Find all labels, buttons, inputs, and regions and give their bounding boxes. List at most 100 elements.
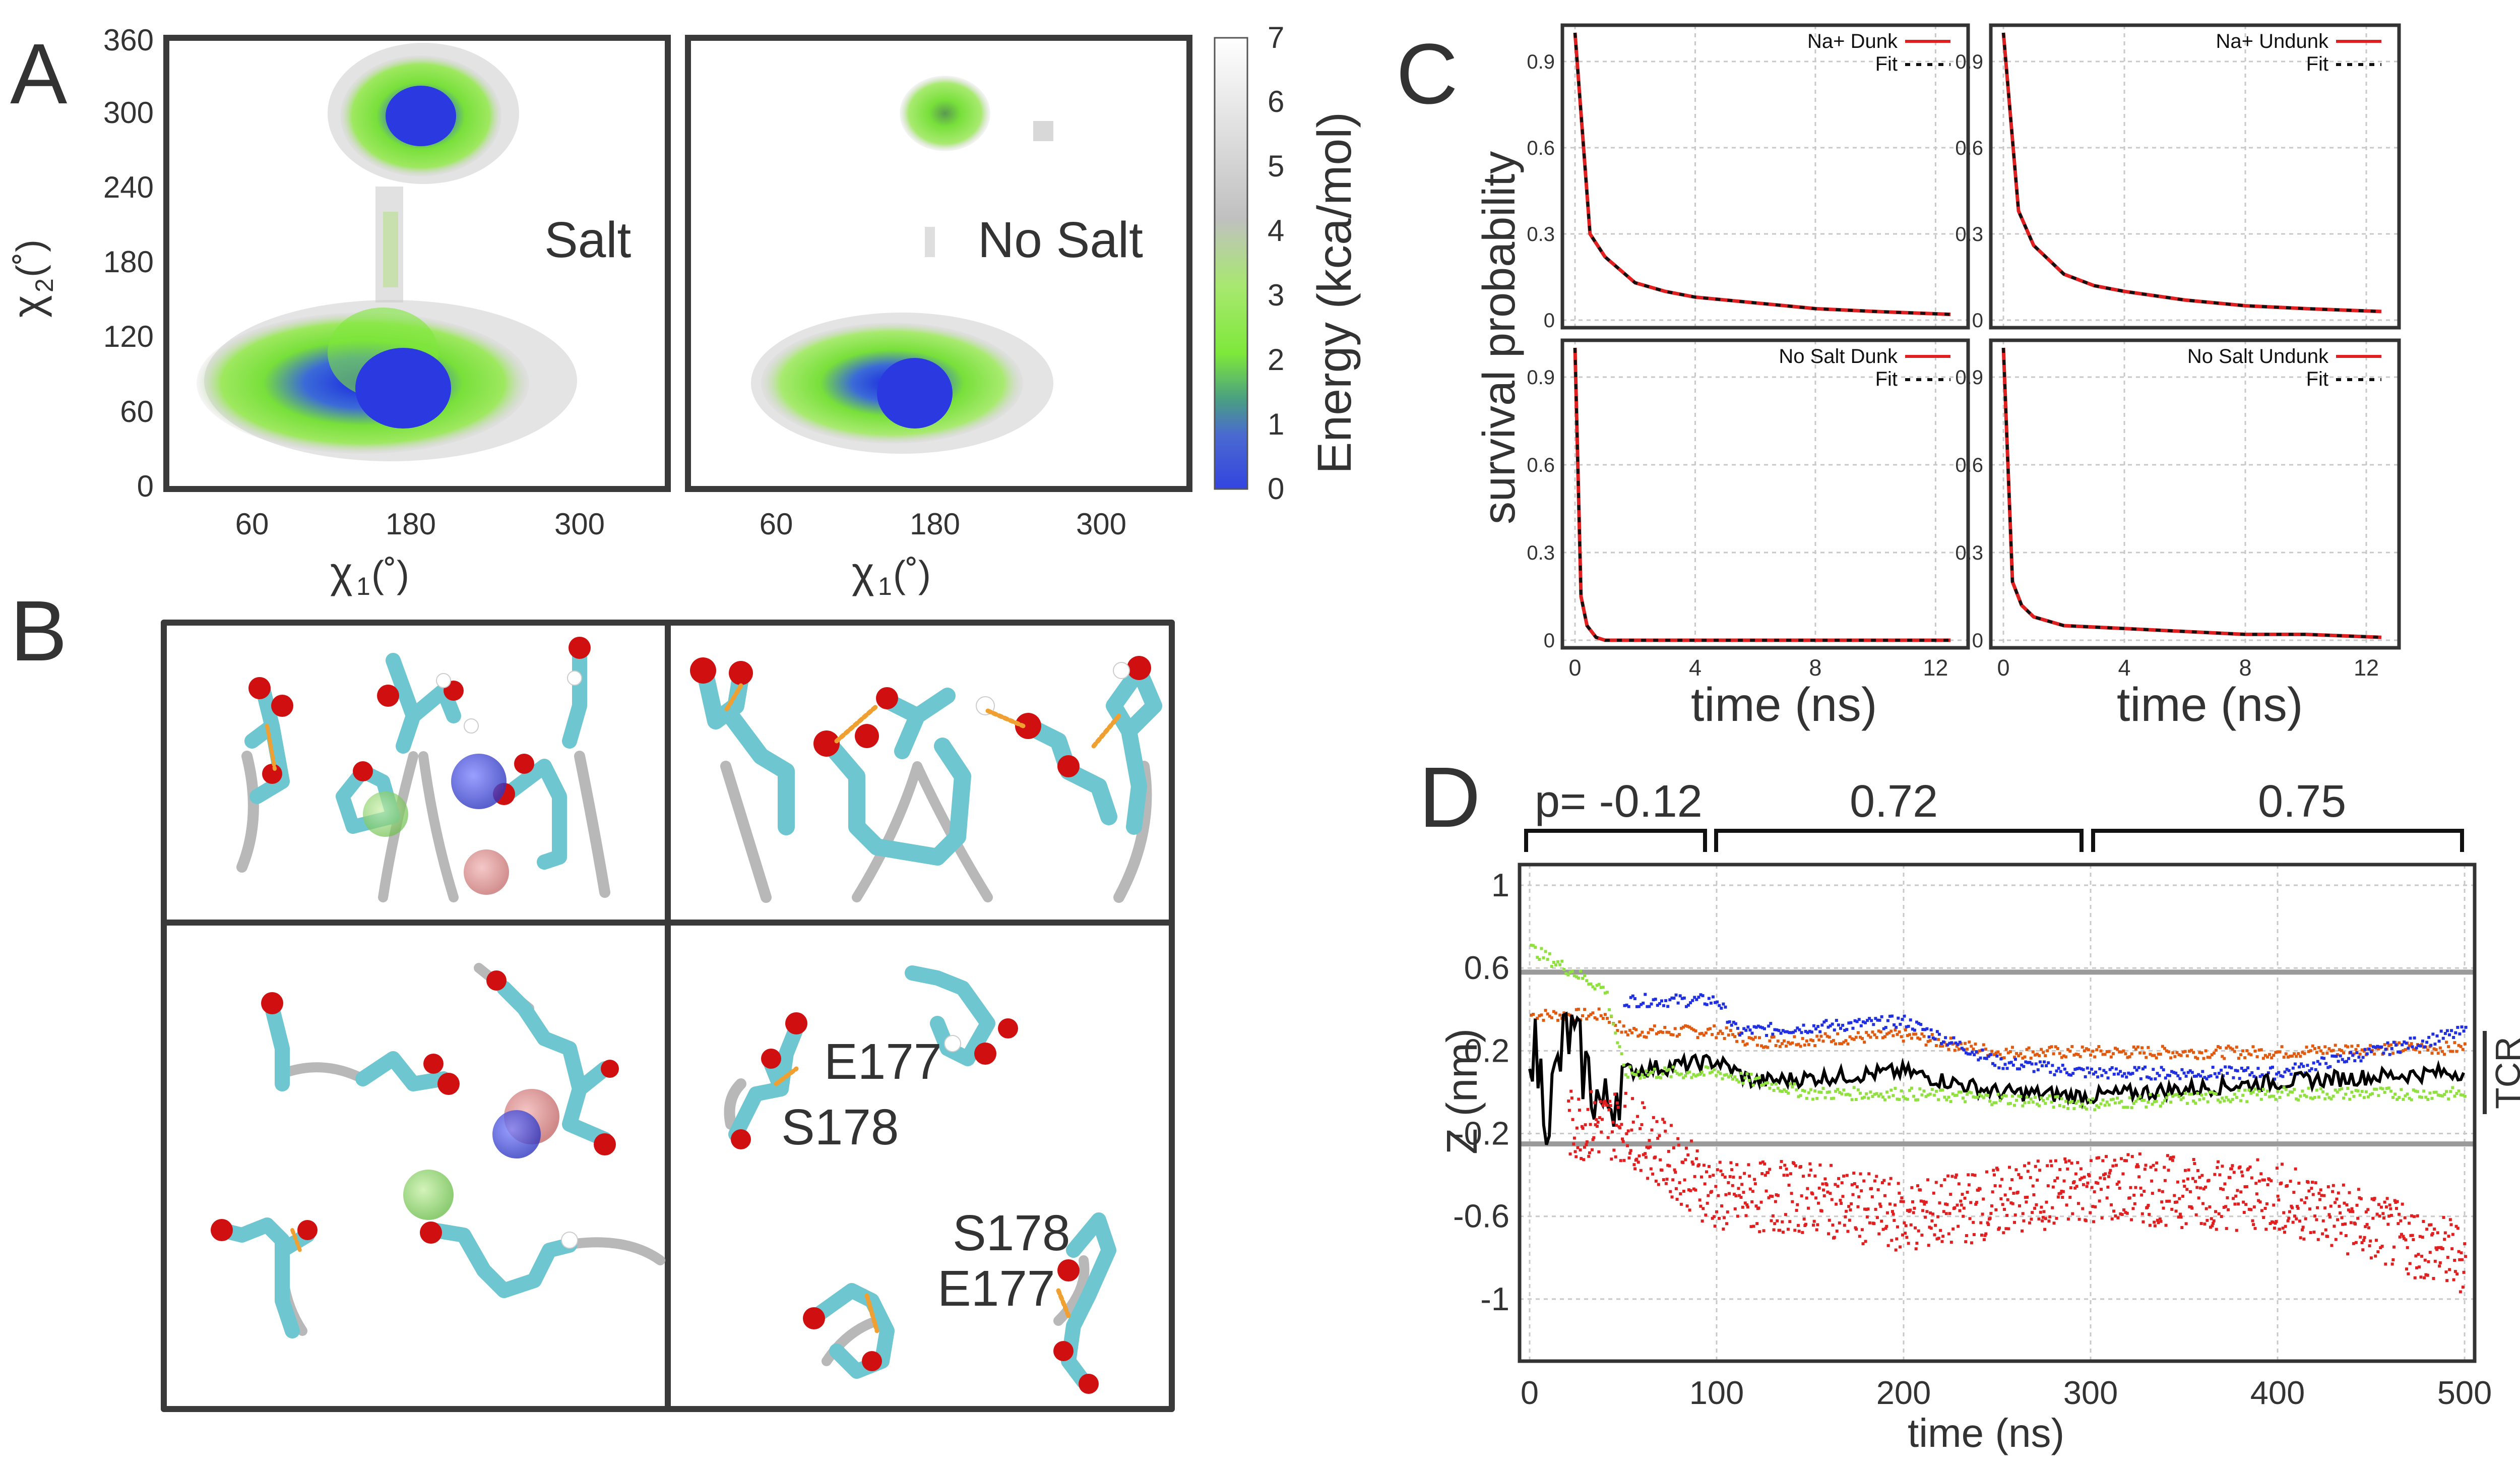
z-point: [2313, 1214, 2317, 1218]
z-point: [1605, 1104, 1609, 1107]
z-point: [1603, 1100, 1606, 1103]
z-point: [2450, 1029, 2453, 1032]
z-point: [1723, 1036, 1726, 1040]
legend-label: Fit: [1875, 368, 1898, 390]
z-point: [1888, 1014, 1892, 1018]
z-point: [2286, 1093, 2290, 1096]
z-point: [1731, 1077, 1734, 1081]
z-point: [2109, 1055, 2113, 1059]
z-point: [2356, 1089, 2360, 1092]
label-s178-top: S178: [781, 1099, 899, 1155]
z-point: [2043, 1060, 2046, 1064]
z-point: [2397, 1212, 2401, 1216]
z-point: [1762, 1229, 1766, 1233]
z-point: [1812, 1224, 1815, 1227]
z-point: [1926, 1093, 1930, 1097]
a-xlabel-nosalt-unit: (˚): [893, 553, 931, 595]
xtick-label: 4: [1689, 655, 1702, 681]
z-point: [2032, 1193, 2036, 1197]
z-point: [1788, 1220, 1792, 1224]
z-point: [2116, 1048, 2119, 1051]
z-point: [1944, 1202, 1947, 1206]
z-point: [2108, 1172, 2111, 1175]
z-point: [2358, 1093, 2362, 1097]
z-point: [1823, 1096, 1827, 1100]
z-point: [1827, 1232, 1831, 1236]
z-point: [2190, 1049, 2193, 1052]
z-point: [2137, 1175, 2141, 1179]
z-point: [2066, 1167, 2069, 1171]
z-point: [2358, 1196, 2361, 1199]
z-point: [2080, 1067, 2083, 1071]
d-xtick-label: 300: [2063, 1374, 2118, 1411]
z-point: [2062, 1054, 2065, 1058]
z-point: [2313, 1047, 2316, 1051]
z-point: [1655, 1076, 1658, 1079]
z-point: [1965, 1234, 1968, 1238]
z-point: [2369, 1093, 2372, 1096]
z-point: [2402, 1235, 2405, 1238]
z-point: [1937, 1032, 1941, 1036]
z-point: [2178, 1077, 2182, 1080]
z-point: [2054, 1095, 2057, 1098]
z-point: [1926, 1178, 1930, 1182]
z-point: [2082, 1183, 2085, 1186]
z-point: [1925, 1027, 1929, 1030]
z-point: [2164, 1076, 2167, 1080]
z-point: [1709, 1001, 1713, 1005]
z-point: [1850, 1098, 1854, 1102]
z-point: [2166, 1154, 2169, 1157]
z-point: [2125, 1159, 2128, 1163]
z-point: [2241, 1093, 2245, 1097]
z-point: [1758, 1230, 1761, 1234]
z-point: [1794, 1164, 1797, 1168]
a-ytick-300: 300: [103, 96, 154, 130]
z-point: [2089, 1159, 2093, 1163]
z-point: [1697, 996, 1700, 999]
z-point: [1552, 960, 1555, 964]
z-point: [2390, 1262, 2394, 1266]
z-point: [1735, 1040, 1739, 1043]
z-point: [2283, 1070, 2287, 1074]
a-ylabel-sub: 2: [30, 278, 58, 292]
fit-line: [1573, 32, 1951, 316]
z-point: [1763, 1162, 1767, 1166]
z-point: [2042, 1051, 2045, 1054]
z-point: [1932, 1191, 1935, 1195]
series-line: [1573, 347, 1951, 642]
z-point: [1629, 996, 1632, 999]
z-point: [1656, 1136, 1660, 1140]
z-point: [2396, 1200, 2399, 1203]
z-point: [1611, 1120, 1615, 1124]
z-point: [1905, 1025, 1908, 1028]
z-point: [1585, 1140, 1589, 1144]
z-point: [2367, 1047, 2371, 1051]
z-point: [1746, 1025, 1750, 1029]
z-point: [1671, 1033, 1675, 1036]
z-point: [1640, 1123, 1644, 1126]
z-point: [2382, 1052, 2385, 1055]
z-point: [2447, 1097, 2450, 1101]
z-point: [2334, 1238, 2338, 1241]
z-point: [2075, 1185, 2078, 1188]
z-point: [1863, 1095, 1866, 1099]
z-point: [2217, 1212, 2221, 1215]
z-point: [1973, 1174, 1977, 1177]
z-point: [2412, 1238, 2415, 1241]
z-point: [1654, 1155, 1657, 1159]
z-point: [1931, 1212, 1935, 1216]
series-line: [2001, 347, 2382, 639]
a-ytick-180: 180: [103, 245, 154, 279]
z-point: [1907, 1024, 1910, 1028]
z-point: [1672, 1146, 1675, 1150]
z-point: [2187, 1168, 2190, 1172]
z-point: [2285, 1068, 2289, 1071]
z-point: [2202, 1097, 2206, 1101]
z-point: [1747, 1036, 1751, 1040]
z-point: [1947, 1232, 1950, 1236]
z-point: [1703, 1182, 1707, 1186]
z-point: [2024, 1196, 2027, 1199]
z-point: [1568, 1152, 1572, 1156]
plot-frame: [1560, 338, 1970, 650]
z-point: [1948, 1212, 1951, 1215]
